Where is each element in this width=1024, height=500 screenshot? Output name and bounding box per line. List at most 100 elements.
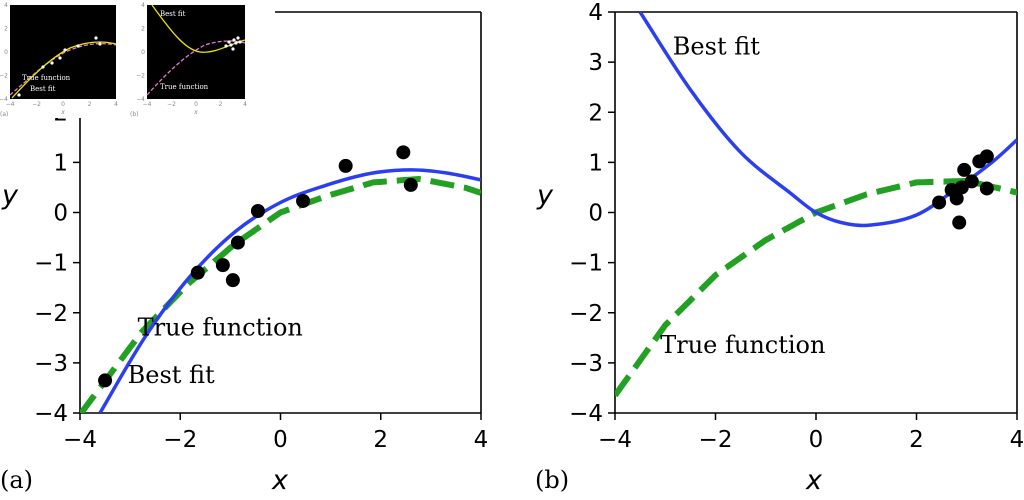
x-axis-label: x — [271, 465, 289, 496]
inset-point — [224, 44, 228, 48]
data-point — [190, 265, 205, 280]
x-axis-label: x — [805, 465, 823, 496]
inset-x-tick-label: 2 — [88, 101, 92, 108]
y-tick-label: −2 — [569, 301, 603, 327]
panel-label: (a) — [0, 466, 33, 494]
y-tick-label: 3 — [588, 50, 603, 76]
inset-point — [232, 38, 236, 42]
inset-point — [58, 56, 62, 60]
inset-true-function-label: True function — [22, 74, 71, 82]
inset-point — [236, 36, 240, 40]
data-point — [979, 149, 994, 164]
inset-point — [41, 65, 45, 69]
inset-points — [224, 36, 242, 51]
y-tick-label: 4 — [588, 0, 603, 26]
data-point — [338, 158, 353, 173]
x-tick-label: −4 — [598, 427, 632, 453]
y-tick-label: 1 — [588, 150, 603, 176]
inset-panel-label: (b) — [130, 111, 139, 118]
inset-point — [76, 44, 80, 48]
data-point-group — [932, 149, 994, 230]
annotation-true-function: True function — [138, 313, 303, 341]
y-tick-label: −1 — [569, 251, 603, 277]
inset-best-fit-label: Best fit — [160, 10, 186, 18]
y-tick-label: −1 — [34, 251, 68, 277]
inset-thumbnail-a: True function Best fit −4 −2 0 2 4 4 2 0 −2 −4 x (… — [0, 0, 275, 118]
data-point — [250, 203, 265, 218]
inset-x-tick-label: 2 — [219, 101, 223, 108]
inset-best-fit-label: Best fit — [30, 85, 56, 93]
data-point — [403, 177, 418, 192]
y-tick-label: −2 — [34, 301, 68, 327]
data-point — [230, 235, 245, 250]
y-tick-label: 1 — [53, 150, 68, 176]
inset-points — [17, 36, 102, 97]
inset-x-tick-label: −4 — [6, 101, 15, 108]
inset-x-tick-label: −4 — [143, 101, 152, 108]
y-tick-label: −3 — [34, 351, 68, 377]
inset-best-fit-curve — [11, 41, 117, 99]
inset-point — [94, 36, 98, 40]
data-point — [98, 373, 113, 388]
data-point-group — [98, 145, 418, 388]
data-point — [396, 145, 411, 160]
inset-x-axis-label: x — [60, 109, 65, 116]
inset-x-tick-label: 0 — [61, 101, 65, 108]
y-tick-label: −3 — [569, 351, 603, 377]
inset-point — [17, 93, 21, 97]
inset-panel-label: (a) — [0, 111, 8, 118]
inset-true-function-label: True function — [160, 83, 209, 91]
inset-y-tick-label: 4 — [141, 2, 145, 9]
y-tick-label: −4 — [569, 401, 603, 427]
inset-x-tick-label: 4 — [114, 101, 118, 108]
data-point — [949, 191, 964, 206]
x-tick-label: −4 — [63, 427, 97, 453]
y-tick-label: −4 — [34, 401, 68, 427]
data-point — [979, 181, 994, 196]
inset-true-function-curve — [9, 43, 117, 96]
inset-x-tick-label: −2 — [32, 101, 41, 108]
inset-point — [238, 40, 242, 44]
inset-y-tick-label: 4 — [4, 2, 8, 9]
y-tick-label: 0 — [53, 201, 68, 227]
inset-tick-group: −4 −2 0 2 4 4 2 0 −2 −4 x — [0, 2, 118, 116]
inset-x-tick-label: 4 — [243, 101, 247, 108]
inset-point — [98, 42, 102, 46]
x-tick-label: −2 — [699, 427, 733, 453]
inset-point — [50, 61, 54, 65]
inset-y-tick-label: −2 — [0, 73, 8, 80]
inset-y-tick-label: 0 — [4, 49, 8, 56]
data-point — [954, 180, 969, 195]
annotation-best-fit: Best fit — [673, 33, 760, 61]
inset-y-tick-label: −2 — [136, 73, 145, 80]
y-axis-label: y — [536, 180, 554, 211]
data-point — [225, 273, 240, 288]
inset-tick-group: −4 −2 0 2 4 4 2 0 −2 −4 x — [136, 2, 247, 116]
panel-label: (b) — [535, 466, 569, 494]
inset-point — [231, 47, 235, 51]
y-tick-label: 0 — [588, 201, 603, 227]
inset-y-tick-label: −4 — [0, 96, 8, 103]
inset-x-tick-label: 0 — [194, 101, 198, 108]
x-tick-label: 4 — [474, 427, 489, 453]
inset-y-tick-label: 2 — [4, 26, 8, 33]
x-tick-label: −2 — [163, 427, 197, 453]
inset-x-tick-label: −2 — [167, 101, 176, 108]
x-tick-label: 0 — [273, 427, 288, 453]
inset-point — [227, 40, 231, 44]
annotation-best-fit: Best fit — [128, 361, 215, 389]
data-point — [952, 215, 967, 230]
inset-point — [234, 41, 238, 45]
x-tick-label: 4 — [1010, 427, 1024, 453]
annotation-true-function: True function — [660, 331, 825, 359]
inset-point — [63, 48, 67, 52]
inset-x-axis-label: x — [193, 109, 198, 116]
y-axis-label: y — [1, 180, 19, 211]
x-tick-label: 2 — [909, 427, 924, 453]
data-point — [957, 162, 972, 177]
data-point — [296, 193, 311, 208]
